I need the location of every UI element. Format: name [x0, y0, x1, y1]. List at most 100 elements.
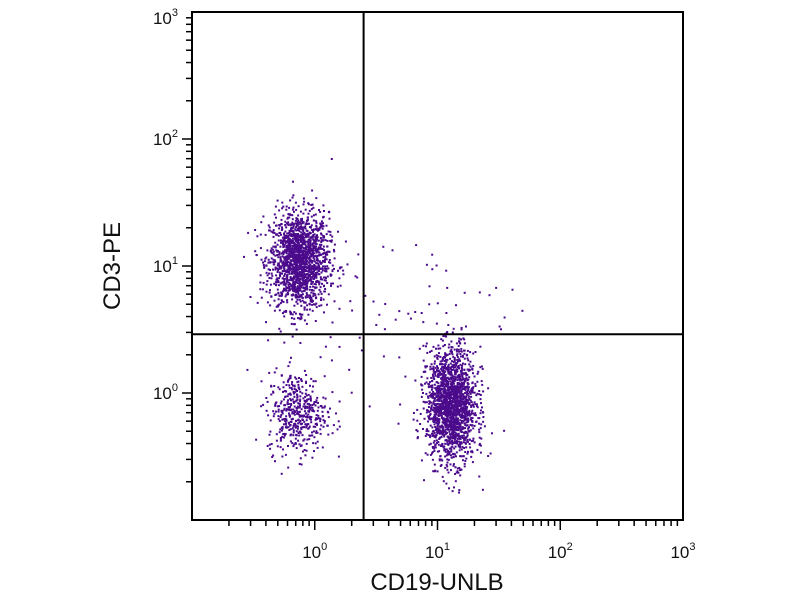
scatter-point — [435, 421, 438, 424]
scatter-point — [454, 371, 456, 374]
scatter-point — [274, 254, 277, 257]
scatter-point — [459, 455, 462, 458]
scatter-point — [450, 446, 453, 449]
scatter-point — [300, 317, 303, 320]
scatter-point — [274, 404, 277, 407]
scatter-point — [306, 287, 309, 290]
scatter-point — [317, 265, 320, 268]
scatter-point — [291, 417, 294, 420]
scatter-point — [309, 245, 312, 248]
scatter-point — [461, 427, 464, 430]
scatter-point — [299, 342, 302, 344]
scatter-point — [298, 403, 301, 406]
scatter-point — [308, 262, 311, 265]
scatter-point — [435, 388, 438, 391]
scatter-point — [330, 240, 333, 243]
scatter-point — [295, 262, 298, 265]
scatter-point — [472, 437, 475, 440]
scatter-point — [295, 447, 298, 450]
scatter-point — [463, 372, 466, 375]
scatter-point — [440, 363, 443, 366]
scatter-point — [307, 257, 310, 260]
scatter-point — [409, 317, 412, 320]
scatter-point — [437, 414, 440, 417]
scatter-point — [294, 391, 297, 394]
scatter-point — [431, 384, 434, 387]
scatter-point — [446, 331, 449, 333]
scatter-point — [292, 230, 295, 233]
scatter-point — [293, 405, 296, 408]
scatter-point — [314, 423, 317, 425]
scatter-point — [460, 371, 463, 374]
scatter-point — [288, 429, 291, 431]
scatter-point — [303, 308, 306, 311]
scatter-point — [266, 445, 269, 447]
scatter-point — [318, 269, 321, 272]
scatter-point — [298, 406, 301, 409]
scatter-point — [305, 374, 308, 376]
scatter-point — [452, 455, 455, 458]
scatter-point — [337, 455, 340, 458]
scatter-point — [309, 415, 312, 418]
scatter-point — [303, 319, 306, 322]
scatter-point — [298, 275, 301, 278]
scatter-point — [306, 216, 309, 219]
scatter-point — [290, 268, 293, 270]
scatter-point — [338, 277, 341, 280]
scatter-point — [452, 395, 455, 398]
scatter-point — [460, 381, 463, 384]
scatter-point — [444, 423, 447, 426]
scatter-point — [432, 368, 435, 371]
scatter-point — [298, 377, 300, 379]
scatter-point — [319, 247, 322, 250]
scatter-point — [284, 255, 287, 258]
scatter-point — [288, 241, 291, 244]
scatter-point — [321, 269, 324, 272]
scatter-point — [458, 396, 461, 399]
scatter-point — [303, 426, 305, 429]
scatter-point — [481, 383, 484, 386]
scatter-point — [442, 370, 445, 373]
scatter-point — [320, 233, 323, 236]
scatter-point — [447, 443, 450, 446]
scatter-point — [436, 417, 439, 420]
scatter-point — [444, 425, 447, 428]
scatter-point — [460, 350, 463, 353]
scatter-point — [458, 449, 461, 452]
scatter-point — [300, 270, 303, 273]
scatter-point — [299, 420, 302, 422]
scatter-point — [314, 283, 317, 286]
scatter-point — [303, 277, 305, 279]
scatter-point — [308, 209, 311, 212]
scatter-point — [301, 284, 304, 287]
scatter-point — [465, 325, 467, 328]
scatter-point — [449, 373, 452, 376]
scatter-point — [307, 277, 310, 280]
scatter-point — [292, 278, 295, 281]
scatter-point — [307, 427, 310, 430]
scatter-point — [463, 437, 466, 439]
scatter-point — [322, 236, 325, 239]
scatter-point — [382, 355, 385, 358]
scatter-point — [440, 338, 443, 341]
scatter-point — [450, 390, 453, 393]
scatter-point — [287, 224, 290, 227]
scatter-point — [290, 263, 292, 265]
scatter-point — [301, 422, 303, 425]
scatter-point — [447, 346, 450, 349]
scatter-point — [308, 308, 311, 311]
scatter-point — [451, 384, 454, 387]
scatter-point — [464, 396, 467, 399]
scatter-point — [284, 223, 287, 226]
scatter-point — [306, 416, 309, 419]
scatter-point — [468, 397, 471, 400]
scatter-point — [455, 369, 458, 372]
scatter-point — [289, 256, 292, 259]
scatter-point — [461, 387, 464, 390]
scatter-point — [303, 438, 306, 441]
scatter-point — [436, 357, 439, 360]
y-tick-label: 101 — [153, 255, 178, 276]
scatter-point — [463, 403, 466, 406]
scatter-point — [312, 430, 315, 433]
scatter-point — [301, 277, 304, 280]
